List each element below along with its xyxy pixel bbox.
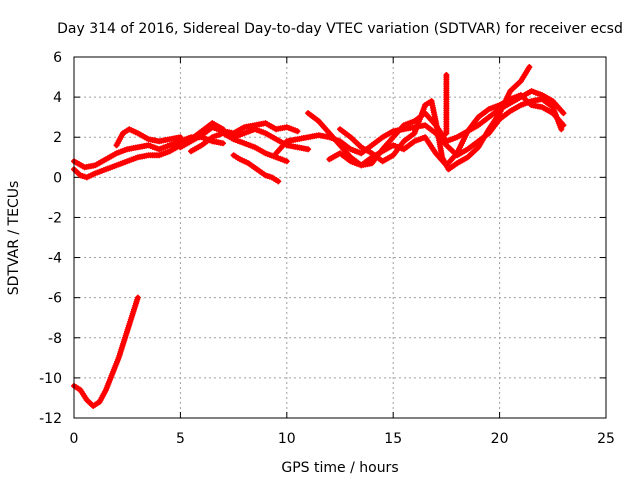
x-axis-label: GPS time / hours	[281, 460, 398, 476]
x-tick-label: 0	[70, 431, 79, 447]
y-tick-label: -8	[48, 331, 62, 347]
grid	[74, 57, 606, 418]
x-tick-label: 15	[384, 431, 402, 447]
y-tick-label: 4	[53, 90, 62, 106]
data-point-marker	[560, 110, 567, 117]
x-tick-label: 10	[278, 431, 296, 447]
data-point-marker	[560, 122, 567, 129]
y-tick-label: -6	[48, 291, 62, 307]
series-early-band	[71, 120, 226, 181]
data-point-marker	[526, 64, 533, 71]
series-mid-band-c	[209, 122, 312, 153]
x-tick-label: 5	[176, 431, 185, 447]
series-descent-to-10	[230, 152, 282, 185]
series-spike-17.5	[443, 72, 450, 137]
data-point-marker	[219, 140, 226, 147]
data-point-marker	[294, 128, 301, 135]
plot-frame	[73, 56, 607, 419]
chart-title: Day 314 of 2016, Sidereal Day-to-day VTE…	[57, 21, 623, 37]
x-tick-label: 20	[491, 431, 509, 447]
data-point-marker	[275, 178, 282, 185]
data-point-marker	[134, 294, 141, 301]
y-tick-label: -12	[39, 411, 62, 427]
data-point-marker	[558, 126, 565, 133]
y-axis-label: SDTVAR / TECUs	[6, 181, 22, 296]
data-point-marker	[177, 134, 184, 141]
series-right-band-d	[326, 92, 567, 169]
y-tick-label: 2	[53, 130, 62, 146]
series-low-arc	[71, 294, 141, 409]
y-tick-label: -2	[48, 210, 62, 226]
data-point-marker	[283, 158, 290, 165]
data-point-marker	[305, 146, 312, 153]
series-hump-2-3	[113, 126, 184, 149]
y-tick-label: 0	[53, 170, 62, 186]
data-points	[71, 64, 567, 409]
data-point-marker	[443, 72, 450, 79]
x-tick-label: 25	[597, 431, 615, 447]
y-tick-label: -10	[39, 371, 62, 387]
y-tick-label: 6	[53, 50, 62, 66]
y-tick-label: -4	[48, 251, 62, 267]
